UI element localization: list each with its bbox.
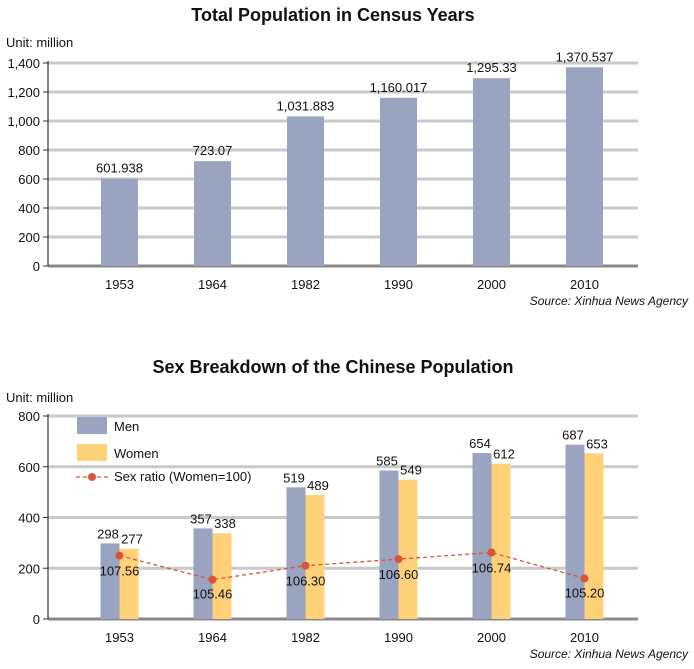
chart1-data-label-2010: 1,370.537 [556,49,614,64]
chart1-data-label-1990: 1,160.017 [370,80,428,95]
chart2-bar-women-1964 [212,533,232,619]
chart1-xtick-label-1964: 1964 [198,277,227,292]
chart2-ytick-label: 200 [18,561,40,576]
chart2-sex-ratio-point-2010 [580,574,589,583]
chart2-bar-women-1953 [119,548,139,619]
chart1-title: Total Population in Census Years [191,5,474,25]
chart2-data-label-women-1964: 338 [214,516,236,531]
chart2-unit-label: Unit: million [6,390,73,405]
chart2-ytick-label: 600 [18,460,40,475]
chart2-bar-women-1982 [305,494,325,619]
chart1-data-label-2000: 1,295.33 [466,60,517,75]
chart2-sex-ratio-point-1990 [394,555,403,564]
chart1-bar-2010 [566,67,603,267]
chart1-source: Source: Xinhua News Agency [530,294,689,308]
chart1-ytick-label: 1,000 [7,114,40,129]
chart2-sex-ratio-point-1982 [301,561,310,570]
chart2-title: Sex Breakdown of the Chinese Population [152,357,513,377]
chart1-xtick-label-1953: 1953 [105,277,134,292]
chart1-xtick-label-1990: 1990 [384,277,413,292]
chart2-bar-men-1990 [379,470,399,619]
chart2-data-label-men-2000: 654 [469,436,491,451]
chart2-sex-ratio-label-1990: 106.60 [379,567,419,582]
chart2-xtick-label-1953: 1953 [105,630,134,645]
chart2-sex-ratio-point-1953 [115,551,124,560]
chart2-bar-men-2010 [565,444,585,619]
chart2-legend-ratio-label: Sex ratio (Women=100) [114,469,251,484]
chart2-sex-ratio-point-2000 [487,548,496,557]
chart1-unit-label: Unit: million [6,35,73,50]
chart2-ytick-label: 0 [33,612,40,627]
chart1-data-label-1964: 723.07 [193,143,233,158]
chart2-xtick-label-1990: 1990 [384,630,413,645]
chart1-bar-1953 [101,178,138,266]
chart1-bar-1982 [287,116,324,266]
chart1-data-label-1982: 1,031.883 [277,98,335,113]
chart2-source: Source: Xinhua News Agency [530,647,689,661]
chart2-data-label-women-2000: 612 [493,447,515,462]
chart2-sex-ratio-line [119,551,585,581]
chart1-xtick-label-1982: 1982 [291,277,320,292]
chart2-legend-women-swatch [77,444,107,461]
chart2-sex-ratio-label-1953: 107.56 [100,564,140,579]
chart2-bar-men-1982 [286,487,306,619]
chart2-sex-ratio-point-1964 [208,575,217,584]
chart1-ytick-label: 1,400 [7,56,40,71]
chart1-ytick-label: 800 [18,143,40,158]
chart2-sex-ratio-label-1982: 106.30 [286,574,326,589]
chart2-legend-men-swatch [77,417,107,434]
chart1-bar-2000 [473,78,510,266]
chart2-ytick-label: 800 [18,409,40,424]
chart1-ytick-label: 0 [33,259,40,274]
chart1-bar-1990 [380,97,417,266]
chart2-legend-ratio-marker [88,473,96,481]
chart2-sex-ratio-label-1964: 105.46 [193,587,233,602]
chart2-xtick-label-2010: 2010 [570,630,599,645]
chart2-sex-ratio-label-2010: 105.20 [565,585,605,600]
chart1-xtick-label-2000: 2000 [477,277,506,292]
chart2-data-label-women-1982: 489 [307,478,329,493]
chart2-data-label-women-1953: 277 [121,532,143,547]
chart2-data-label-men-1964: 357 [190,511,212,526]
chart2-data-label-women-2010: 653 [586,436,608,451]
chart2-bar-women-2010 [584,453,604,619]
chart2-bar-men-1964 [193,528,213,619]
chart2-xtick-label-1982: 1982 [291,630,320,645]
chart2-bar-women-1990 [398,479,418,619]
chart2-data-label-men-1953: 298 [97,526,119,541]
chart2-bar-women-2000 [491,463,511,619]
chart2-data-label-men-1990: 585 [376,454,398,469]
chart2-xtick-label-1964: 1964 [198,630,227,645]
chart1-ytick-label: 400 [18,201,40,216]
chart1-ytick-label: 1,200 [7,85,40,100]
chart1-ytick-label: 200 [18,230,40,245]
chart1-bar-1964 [194,161,231,266]
chart2-data-label-men-1982: 519 [283,470,305,485]
chart2-legend-women-label: Women [114,446,159,461]
chart1-xtick-label-2010: 2010 [570,277,599,292]
chart2-data-label-women-1990: 549 [400,463,422,478]
chart2-bar-men-1953 [100,543,120,619]
chart1-data-label-1953: 601.938 [96,161,143,176]
chart2-data-label-men-2010: 687 [562,428,584,443]
chart2-sex-ratio-label-2000: 106.74 [472,561,512,576]
chart2-ytick-label: 400 [18,511,40,526]
chart1-ytick-label: 600 [18,172,40,187]
chart2-bar-men-2000 [472,453,492,619]
chart2-legend-men-label: Men [114,419,139,434]
chart2-xtick-label-2000: 2000 [477,630,506,645]
